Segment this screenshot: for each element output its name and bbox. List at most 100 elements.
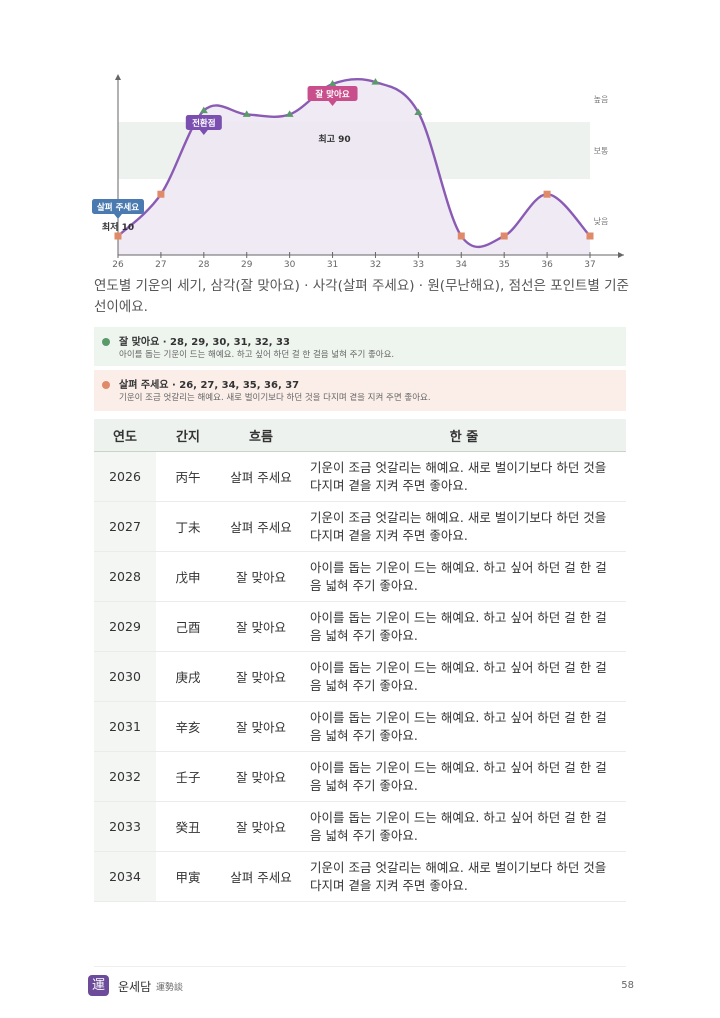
bad-point	[543, 190, 551, 198]
cell-line: 아이를 돕는 기운이 드는 해예요. 하고 싶어 하던 걸 한 걸음 넓혀 주기…	[302, 651, 626, 702]
table-row: 2033 癸丑 잘 맞아요 아이를 돕는 기운이 드는 해예요. 하고 싶어 하던 걸…	[94, 801, 626, 852]
max-tag-label: 잘 맞아요	[315, 89, 349, 100]
table-row: 2029 己酉 잘 맞아요 아이를 돕는 기운이 드는 해예요. 하고 싶어 하던 걸…	[94, 601, 626, 652]
good-point	[285, 110, 294, 117]
turn-tag-label: 전환점	[192, 118, 215, 129]
table-row: 2032 壬子 잘 맞아요 아이를 돕는 기운이 드는 해예요. 하고 싶어 하던 걸…	[94, 751, 626, 802]
max-tag-box	[307, 86, 358, 101]
bad-point	[157, 190, 165, 198]
cell-line: 아이를 돕는 기운이 드는 해예요. 하고 싶어 하던 걸 한 걸음 넓혀 주기…	[302, 551, 626, 602]
x-tick-label: 36	[541, 260, 553, 270]
cell-flow: 잘 맞아요	[220, 701, 302, 752]
good-point	[242, 110, 251, 117]
x-tick-label: 37	[584, 260, 595, 270]
table-row: 2031 辛亥 잘 맞아요 아이를 돕는 기운이 드는 해예요. 하고 싶어 하던 걸…	[94, 701, 626, 752]
good-point	[371, 78, 380, 85]
x-tick-label: 32	[370, 260, 381, 270]
cell-line: 아이를 돕는 기운이 드는 해예요. 하고 싶어 하던 걸 한 걸음 넓혀 주기…	[302, 601, 626, 652]
cell-year: 2031	[94, 701, 156, 752]
cell-year: 2028	[94, 551, 156, 602]
footer-divider	[94, 966, 626, 967]
x-axis-arrow-icon	[618, 252, 624, 258]
legend-bad: 살펴 주세요 · 26, 27, 34, 35, 36, 37 기운이 조금 엇…	[94, 370, 626, 411]
cell-ganji: 辛亥	[156, 701, 220, 752]
table-row: 2027 丁未 살펴 주세요 기운이 조금 엇갈리는 해예요. 새로 벌이기보다 하던…	[94, 501, 626, 552]
bad-point	[500, 232, 508, 240]
turn-tag-box	[185, 115, 222, 130]
x-tick-label: 30	[284, 260, 296, 270]
cell-year: 2029	[94, 601, 156, 652]
table-row: 2028 戊申 잘 맞아요 아이를 돕는 기운이 드는 해예요. 하고 싶어 하던 걸…	[94, 551, 626, 602]
page-number: 58	[621, 980, 634, 991]
footer-brand: 운세담	[118, 980, 152, 994]
cell-flow: 잘 맞아요	[220, 651, 302, 702]
legend-good-title: 잘 맞아요 · 28, 29, 30, 31, 32, 33	[119, 337, 290, 348]
cell-flow: 살펴 주세요	[220, 501, 302, 552]
x-tick-label: 26	[112, 260, 124, 270]
cell-ganji: 壬子	[156, 751, 220, 802]
cell-flow: 잘 맞아요	[220, 751, 302, 802]
max-tag-pointer	[328, 101, 337, 106]
area-fill	[118, 79, 590, 255]
header-flow: 흐름	[220, 419, 302, 452]
cell-ganji: 丁未	[156, 501, 220, 552]
x-tick-label: 31	[327, 260, 338, 270]
y-axis-arrow-icon	[115, 74, 121, 80]
cell-flow: 잘 맞아요	[220, 801, 302, 852]
x-tick-label: 35	[498, 260, 509, 270]
table-row: 2030 庚戌 잘 맞아요 아이를 돕는 기운이 드는 해예요. 하고 싶어 하던 걸…	[94, 651, 626, 702]
cell-flow: 잘 맞아요	[220, 551, 302, 602]
bad-point	[586, 232, 594, 240]
x-tick-label: 34	[456, 260, 468, 270]
good-point	[328, 80, 337, 87]
header-line: 한 줄	[302, 419, 626, 452]
legend-good: 잘 맞아요 · 28, 29, 30, 31, 32, 33 아이를 돕는 기운…	[94, 327, 626, 366]
legend-bad-title: 살펴 주세요 · 26, 27, 34, 35, 36, 37	[119, 380, 300, 391]
chart-caption: 연도별 기운의 세기, 삼각(잘 맞아요) · 사각(살펴 주세요) · 원(무…	[94, 278, 629, 315]
min-tag-pointer	[114, 214, 122, 219]
x-tick-label: 27	[155, 260, 166, 270]
bad-point	[114, 232, 122, 240]
cell-year: 2026	[94, 451, 156, 502]
cell-year: 2032	[94, 751, 156, 802]
min-tag-label: 살펴 주세요	[97, 202, 139, 213]
x-tick-label: 33	[413, 260, 424, 270]
turn-tag-pointer	[199, 130, 208, 135]
cell-ganji: 癸丑	[156, 801, 220, 852]
cell-line: 아이를 돕는 기운이 드는 해예요. 하고 싶어 하던 걸 한 걸음 넓혀 주기…	[302, 801, 626, 852]
cell-year: 2027	[94, 501, 156, 552]
header-ganji: 간지	[156, 419, 220, 452]
good-point	[414, 108, 423, 115]
cell-year: 2034	[94, 851, 156, 902]
year-table: 연도 간지 흐름 한 줄 2026 丙午 살펴 주세요 기운이 조금 엇갈리는 해예요…	[94, 419, 626, 902]
footer-brand-hanja: 運勢談	[156, 983, 184, 993]
cell-ganji: 庚戌	[156, 651, 220, 702]
cell-ganji: 己酉	[156, 601, 220, 652]
legend-good-desc: 아이를 돕는 기운이 드는 해예요. 하고 싶어 하던 걸 한 걸음 넓혀 주기…	[119, 350, 395, 360]
header-year: 연도	[94, 419, 156, 452]
level-label: 낮음	[594, 216, 609, 226]
level-label: 높음	[594, 95, 609, 104]
cell-line: 기운이 조금 엇갈리는 해예요. 새로 벌이기보다 하던 것을 다지며 곁을 지…	[302, 451, 626, 502]
cell-line: 기운이 조금 엇갈리는 해예요. 새로 벌이기보다 하던 것을 다지며 곁을 지…	[302, 851, 626, 902]
table-row: 2026 丙午 살펴 주세요 기운이 조금 엇갈리는 해예요. 새로 벌이기보다 하던…	[94, 451, 626, 502]
cell-flow: 살펴 주세요	[220, 451, 302, 502]
bad-point	[457, 232, 465, 240]
bad-dot-icon	[102, 381, 110, 389]
cell-line: 기운이 조금 엇갈리는 해예요. 새로 벌이기보다 하던 것을 다지며 곁을 지…	[302, 501, 626, 552]
min-value-label: 최저 10	[102, 221, 134, 233]
x-tick-label: 28	[198, 260, 210, 270]
cell-line: 아이를 돕는 기운이 드는 해예요. 하고 싶어 하던 걸 한 걸음 넓혀 주기…	[302, 701, 626, 752]
good-dot-icon	[102, 338, 110, 346]
cell-year: 2033	[94, 801, 156, 852]
max-value-label: 최고 90	[318, 133, 350, 145]
min-tag-box	[92, 199, 144, 214]
cell-flow: 잘 맞아요	[220, 601, 302, 652]
good-point	[199, 106, 208, 114]
brand-logo-icon: 運	[88, 975, 109, 996]
cell-flow: 살펴 주세요	[220, 851, 302, 902]
cell-ganji: 戊申	[156, 551, 220, 602]
table-row: 2034 甲寅 살펴 주세요 기운이 조금 엇갈리는 해예요. 새로 벌이기보다 하던…	[94, 851, 626, 902]
level-label: 보통	[594, 147, 609, 156]
